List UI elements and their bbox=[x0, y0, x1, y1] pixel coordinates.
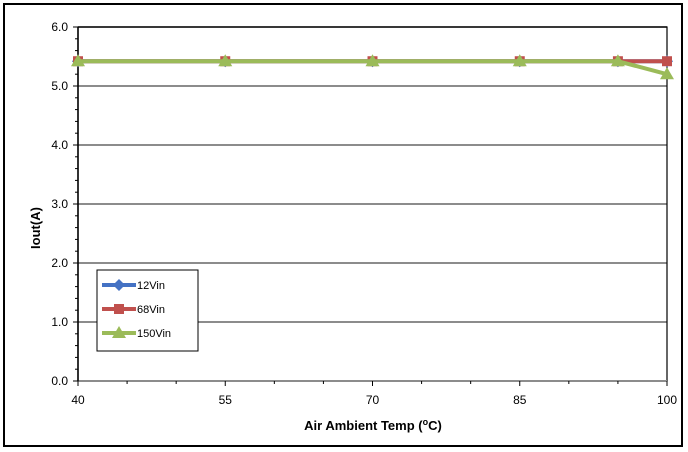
y-tick-label-1: 1.0 bbox=[51, 315, 68, 329]
data-point-150Vin-1 bbox=[218, 54, 233, 67]
data-point-150Vin-4 bbox=[610, 54, 625, 67]
legend-label-68Vin: 68Vin bbox=[137, 304, 165, 316]
legend: 12Vin 68Vin 150Vin bbox=[96, 269, 199, 352]
data-point-150Vin-0 bbox=[71, 54, 85, 67]
legend-label-12Vin: 12Vin bbox=[137, 280, 165, 292]
tick-labels: 0.0 1.0 2.0 3.0 4.0 5.0 6.0 40 55 70 85 100 bbox=[51, 20, 677, 407]
legend-marker-68Vin bbox=[114, 304, 124, 314]
x-tick-label-1: 55 bbox=[219, 393, 233, 407]
legend-item-150Vin: 150Vin bbox=[102, 326, 171, 340]
y-tick-label-2: 2.0 bbox=[51, 256, 68, 270]
y-tick-label-3: 3.0 bbox=[51, 197, 68, 211]
y-tick-label-6: 6.0 bbox=[51, 20, 68, 34]
x-axis-title-sup: o bbox=[423, 417, 429, 427]
x-tick-label-4: 100 bbox=[657, 393, 677, 407]
y-tick-label-5: 5.0 bbox=[51, 79, 68, 93]
legend-item-12Vin: 12Vin bbox=[102, 279, 165, 292]
y-tick-label-0: 0.0 bbox=[51, 374, 68, 388]
data-point-150Vin-3 bbox=[512, 54, 527, 67]
y-axis-title: Iout(A) bbox=[28, 207, 43, 249]
x-tick-label-3: 85 bbox=[513, 393, 527, 407]
x-axis-title-main: Air Ambient Temp ( bbox=[304, 418, 423, 433]
series-150Vin bbox=[71, 54, 674, 80]
chart-frame bbox=[3, 3, 683, 447]
legend-marker-12Vin bbox=[113, 279, 125, 291]
legend-marker-150Vin bbox=[112, 326, 126, 338]
x-axis-title-suffix: C) bbox=[428, 418, 442, 433]
x-tick-label-0: 40 bbox=[71, 393, 85, 407]
series-group bbox=[71, 54, 674, 80]
legend-label-150Vin: 150Vin bbox=[137, 328, 171, 340]
data-point-68Vin-5 bbox=[662, 56, 672, 67]
data-point-150Vin-2 bbox=[365, 54, 380, 67]
y-tick-label-4: 4.0 bbox=[51, 138, 68, 152]
legend-item-68Vin: 68Vin bbox=[102, 304, 165, 316]
axes bbox=[73, 26, 668, 386]
x-tick-label-2: 70 bbox=[366, 393, 380, 407]
series-line-150Vin bbox=[78, 59, 668, 77]
data-point-150Vin-5 bbox=[660, 67, 674, 80]
x-axis-title: Air Ambient Temp (oC) bbox=[304, 417, 442, 433]
